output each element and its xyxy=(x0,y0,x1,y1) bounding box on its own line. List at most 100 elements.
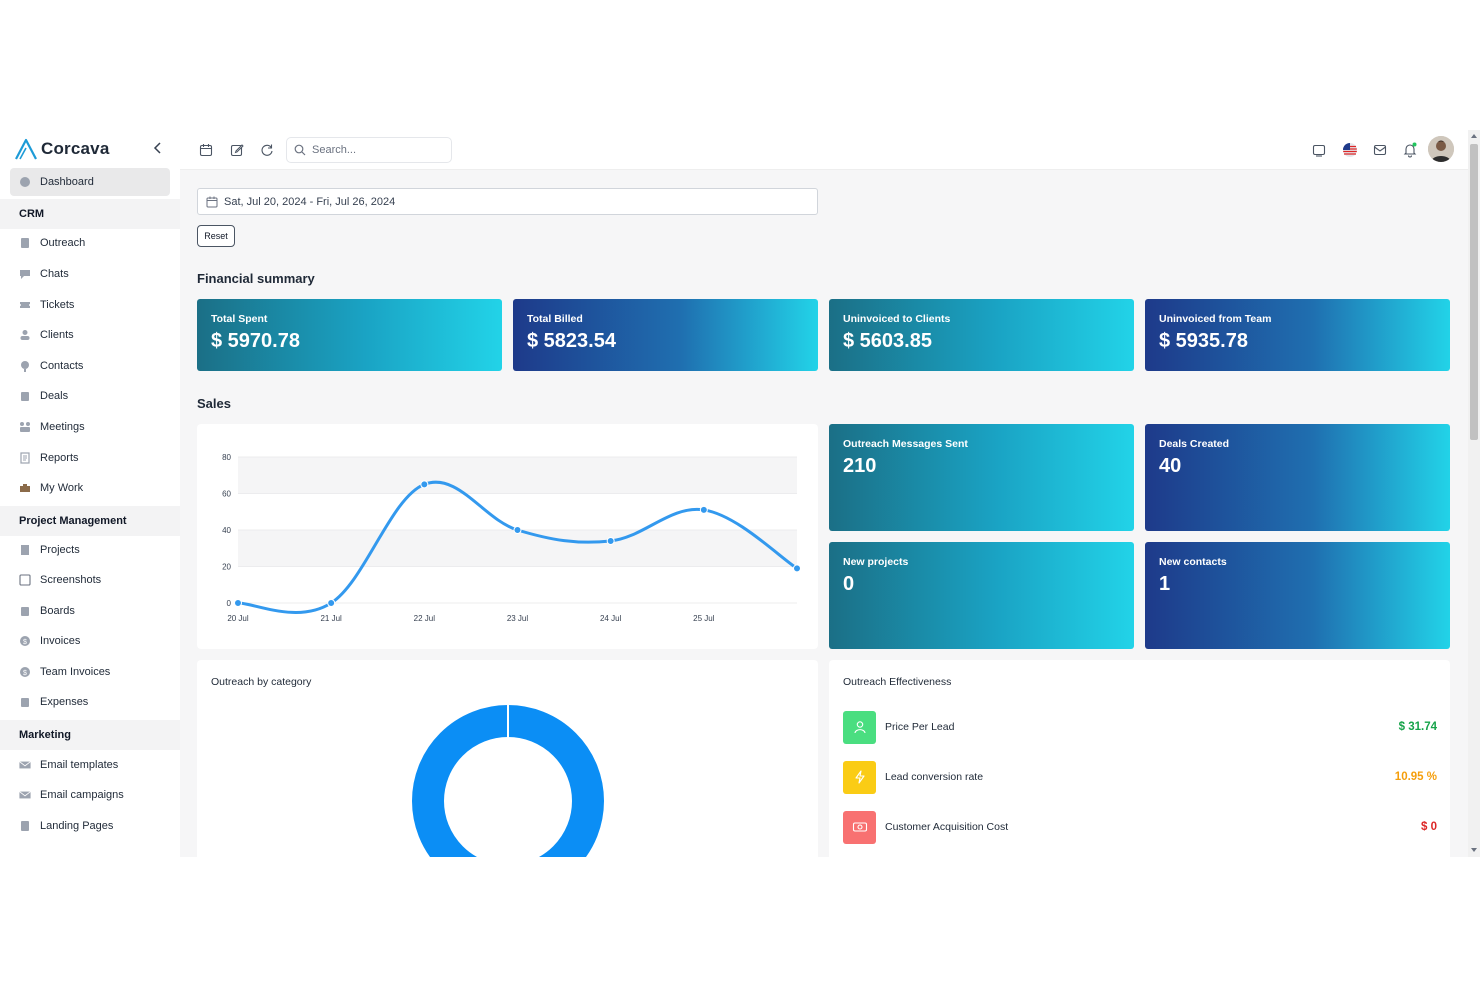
card-value: $ 5970.78 xyxy=(211,330,300,352)
sidebar-item-screenshots[interactable]: Screenshots xyxy=(10,566,170,594)
team-invoices-icon: $ xyxy=(19,666,31,678)
sidebar-item-label: Screenshots xyxy=(40,574,102,586)
lead-conversion-row: Lead conversion rate 10.95 % xyxy=(843,760,1437,794)
card-value: $ 5603.85 xyxy=(843,330,932,352)
brand[interactable]: Corcava xyxy=(14,136,110,162)
sidebar-item-reports[interactable]: Reports xyxy=(10,444,170,472)
data-point xyxy=(793,564,801,573)
deals-created-card: Deals Created 40 xyxy=(1145,424,1450,531)
section-project-management: Project Management xyxy=(0,506,180,536)
outreach-effectiveness-panel: Outreach Effectiveness Price Per Lead $ … xyxy=(829,660,1450,857)
y-tick-label: 20 xyxy=(222,563,231,572)
reset-button[interactable]: Reset xyxy=(197,225,235,247)
sidebar: Corcava Dashboard CRM Outreach Chats Tic… xyxy=(0,130,180,857)
messages-button[interactable] xyxy=(1368,138,1392,162)
refresh-button[interactable] xyxy=(255,138,279,162)
top-bar xyxy=(180,130,1468,170)
sidebar-item-label: Expenses xyxy=(40,696,89,708)
date-range-picker[interactable]: Sat, Jul 20, 2024 - Fri, Jul 26, 2024 xyxy=(197,188,818,215)
sidebar-item-label: Email campaigns xyxy=(40,789,124,801)
tickets-icon xyxy=(19,299,31,311)
sidebar-item-label: Dashboard xyxy=(40,176,94,188)
edit-icon xyxy=(230,144,244,157)
section-label: CRM xyxy=(19,208,45,220)
my-work-icon xyxy=(19,482,31,494)
card-label: New projects xyxy=(843,556,909,568)
sidebar-item-clients[interactable]: Clients xyxy=(10,321,170,349)
grid-band xyxy=(238,457,797,494)
section-label: Marketing xyxy=(19,729,71,741)
refresh-icon xyxy=(261,144,273,156)
sales-title: Sales xyxy=(197,396,231,411)
logo-icon xyxy=(15,138,37,160)
total-spent-card: Total Spent $ 5970.78 xyxy=(197,299,502,371)
calendar-button[interactable] xyxy=(194,138,218,162)
page-scrollbar[interactable] xyxy=(1468,130,1480,857)
panel-title: Outreach by category xyxy=(211,676,312,688)
sales-chart-panel: 0 20 40 60 80 20 Jul 21 Jul 22 Jul 23 Jul 24 Jul 2… xyxy=(197,424,818,649)
email-campaigns-icon xyxy=(19,789,31,801)
card-label: Deals Created xyxy=(1159,438,1230,450)
chat-window-button[interactable] xyxy=(1307,138,1331,162)
edit-button[interactable] xyxy=(225,138,249,162)
sidebar-item-label: Chats xyxy=(40,268,69,280)
date-range-value: Sat, Jul 20, 2024 - Fri, Jul 26, 2024 xyxy=(224,195,396,208)
search-box[interactable] xyxy=(286,137,452,163)
search-input[interactable] xyxy=(312,144,442,156)
sidebar-item-email-templates[interactable]: Email templates xyxy=(10,751,170,779)
price-per-lead-row: Price Per Lead $ 31.74 xyxy=(843,710,1437,744)
sidebar-item-label: Projects xyxy=(40,544,80,556)
sidebar-item-projects[interactable]: Projects xyxy=(10,536,170,564)
collapse-sidebar-button[interactable] xyxy=(150,140,166,156)
scroll-thumb[interactable] xyxy=(1470,144,1478,440)
outreach-category-panel: Outreach by category xyxy=(197,660,818,857)
card-value: 210 xyxy=(843,455,877,477)
sidebar-item-dashboard[interactable]: Dashboard xyxy=(10,168,170,196)
notifications-button[interactable] xyxy=(1398,138,1422,162)
card-value: 1 xyxy=(1159,573,1171,595)
screenshots-icon xyxy=(19,574,31,586)
section-label: Project Management xyxy=(19,515,127,527)
card-label: Uninvoiced to Clients xyxy=(843,313,951,325)
calendar-icon xyxy=(206,196,218,207)
donut-slice[interactable] xyxy=(412,705,604,857)
data-point xyxy=(420,480,429,489)
sidebar-item-landing-pages[interactable]: Landing Pages xyxy=(10,812,170,840)
scroll-up-arrow[interactable] xyxy=(1471,134,1477,138)
avatar[interactable] xyxy=(1428,136,1454,162)
chat-window-icon xyxy=(1312,144,1326,157)
contacts-icon xyxy=(19,360,31,372)
grid-band xyxy=(238,530,797,567)
outreach-icon xyxy=(19,237,31,249)
sidebar-item-label: Boards xyxy=(40,605,75,617)
sidebar-item-chats[interactable]: Chats xyxy=(10,260,170,288)
sidebar-item-team-invoices[interactable]: $ Team Invoices xyxy=(10,658,170,686)
calendar-icon xyxy=(199,144,213,157)
scroll-down-arrow[interactable] xyxy=(1471,848,1477,852)
sidebar-item-email-campaigns[interactable]: Email campaigns xyxy=(10,781,170,809)
sidebar-item-label: Clients xyxy=(40,329,74,341)
sidebar-item-boards[interactable]: Boards xyxy=(10,597,170,625)
mail-icon xyxy=(1373,144,1387,156)
sidebar-item-invoices[interactable]: $ Invoices xyxy=(10,627,170,655)
sidebar-item-contacts[interactable]: Contacts xyxy=(10,352,170,380)
y-tick-label: 60 xyxy=(222,490,231,499)
card-value: 40 xyxy=(1159,455,1182,477)
sidebar-item-meetings[interactable]: Meetings xyxy=(10,413,170,441)
meetings-icon xyxy=(19,421,31,433)
sidebar-item-outreach[interactable]: Outreach xyxy=(10,229,170,257)
card-value: 0 xyxy=(843,573,855,595)
y-tick-label: 0 xyxy=(227,599,232,608)
sidebar-item-tickets[interactable]: Tickets xyxy=(10,291,170,319)
email-templates-icon xyxy=(19,759,31,771)
language-button[interactable] xyxy=(1338,138,1362,162)
deals-icon xyxy=(19,390,31,402)
data-point xyxy=(513,526,522,534)
sidebar-item-deals[interactable]: Deals xyxy=(10,382,170,410)
user-icon xyxy=(843,710,876,744)
money-icon xyxy=(843,810,876,844)
sidebar-item-expenses[interactable]: Expenses xyxy=(10,688,170,716)
sidebar-item-label: Contacts xyxy=(40,360,84,372)
sidebar-item-my-work[interactable]: My Work xyxy=(10,474,170,502)
sidebar-item-label: My Work xyxy=(40,482,84,494)
